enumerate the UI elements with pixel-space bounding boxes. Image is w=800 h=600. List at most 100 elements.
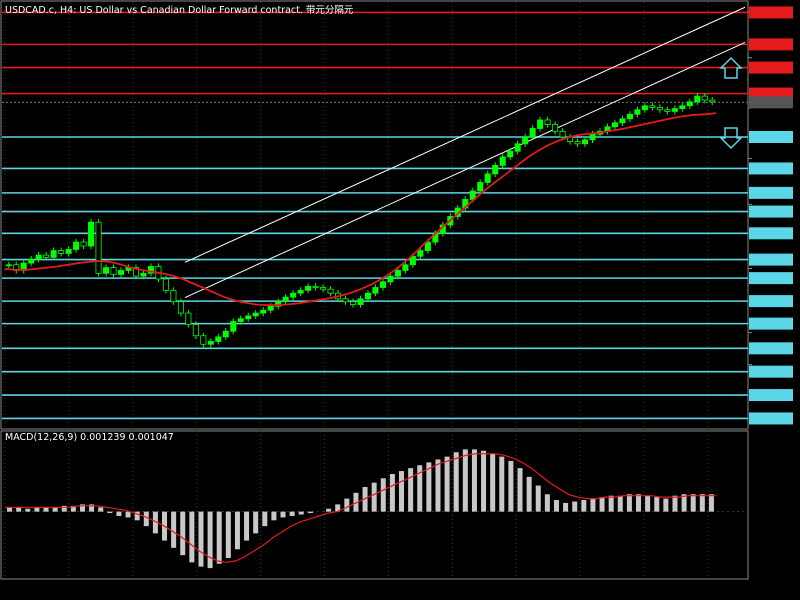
- bull-candle: [409, 255, 416, 266]
- bear-candle: [200, 335, 207, 345]
- bull-candle: [245, 315, 252, 320]
- bull-candle: [589, 133, 596, 141]
- bull-candle: [686, 101, 693, 107]
- support-tag: [749, 412, 793, 425]
- bull-candle: [679, 105, 686, 109]
- support-tag: [749, 389, 793, 402]
- support-tag: [749, 227, 793, 240]
- bear-candle: [559, 130, 566, 138]
- up-arrow-icon: [719, 56, 743, 79]
- down-arrow-icon: [719, 127, 743, 150]
- bull-candle: [147, 266, 154, 274]
- bull-candle: [28, 258, 35, 264]
- bull-candle: [417, 250, 424, 257]
- bear-candle: [656, 107, 663, 111]
- bull-candle: [537, 119, 544, 129]
- bull-candle: [469, 190, 476, 200]
- level-tags: [749, 6, 793, 425]
- bull-candle: [492, 164, 499, 175]
- macd-panel-frame: [0, 430, 749, 580]
- bear-candle: [664, 109, 671, 112]
- bear-candle: [185, 312, 192, 325]
- support-tag: [749, 272, 793, 285]
- bear-candle: [320, 287, 327, 290]
- bull-candle: [522, 136, 529, 145]
- bear-candle: [170, 289, 177, 303]
- bear-candle: [701, 95, 708, 101]
- bear-candle: [95, 221, 102, 274]
- moving-average-line: [4, 112, 717, 307]
- bull-candle: [73, 241, 80, 250]
- bear-candle: [58, 250, 65, 254]
- support-tag: [749, 205, 793, 218]
- bull-candle: [282, 296, 289, 303]
- support-tag: [749, 186, 793, 199]
- bull-candle: [477, 182, 484, 192]
- bull-candle: [484, 173, 491, 183]
- support-tag: [749, 295, 793, 308]
- support-tag: [749, 162, 793, 175]
- bull-candle: [275, 301, 282, 307]
- bull-candle: [619, 118, 626, 124]
- bull-candle: [290, 292, 297, 298]
- bull-candle: [237, 318, 244, 322]
- resistance-tag: [749, 38, 793, 51]
- macd-signal-line: [5, 453, 716, 563]
- bull-candle: [267, 305, 274, 311]
- support-tag: [749, 130, 793, 143]
- bull-candle: [252, 312, 259, 317]
- moving-average: [4, 112, 717, 307]
- bull-candle: [634, 109, 641, 115]
- bear-candle: [192, 324, 199, 337]
- bull-candle: [611, 122, 618, 128]
- bull-candle: [402, 264, 409, 271]
- bull-candle: [394, 270, 401, 277]
- bear-candle: [80, 241, 87, 247]
- bear-candle: [327, 288, 334, 294]
- bear-candle: [349, 301, 357, 305]
- bull-candle: [357, 298, 364, 305]
- bull-candle: [529, 128, 536, 138]
- bear-candle: [574, 141, 581, 145]
- direction-arrows: [719, 56, 743, 150]
- bear-candle: [110, 267, 117, 275]
- bull-candle: [499, 156, 506, 166]
- bear-candle: [342, 298, 349, 303]
- bull-candle: [207, 341, 214, 345]
- bull-candle: [230, 321, 237, 332]
- bull-candle: [5, 264, 12, 267]
- bear-candle: [43, 254, 50, 258]
- bull-candle: [297, 289, 304, 294]
- bear-candle: [552, 124, 559, 132]
- bear-candle: [132, 267, 139, 277]
- bear-candle: [312, 285, 319, 288]
- price-panel-frame: [0, 0, 749, 430]
- bear-candle: [177, 301, 184, 314]
- bull-candle: [117, 270, 125, 275]
- channel-upper-line: [184, 6, 746, 263]
- bull-candle: [507, 150, 514, 158]
- trend-channel: [184, 6, 746, 298]
- bull-candle: [582, 139, 589, 145]
- grid: [4, 2, 709, 578]
- bull-candle: [514, 143, 521, 152]
- horizontal-levels: [2, 11, 748, 420]
- bull-candle: [222, 330, 229, 338]
- bull-candle: [364, 292, 372, 300]
- support-tag: [749, 365, 793, 378]
- bull-candle: [641, 105, 648, 111]
- resistance-tag: [749, 6, 793, 19]
- bull-candle: [88, 221, 95, 247]
- bull-candle: [424, 241, 431, 251]
- macd-label: MACD(12,26,9) 0.001239 0.001047: [5, 432, 174, 443]
- bull-candle: [50, 250, 57, 258]
- bear-candle: [544, 119, 551, 125]
- bull-candle: [379, 281, 386, 288]
- bull-candle: [671, 108, 678, 112]
- bull-candle: [215, 336, 222, 342]
- bull-candle: [372, 287, 379, 294]
- support-tag: [749, 253, 793, 266]
- bear-candle: [709, 99, 716, 103]
- bull-candle: [35, 254, 42, 260]
- bull-candle: [305, 285, 312, 291]
